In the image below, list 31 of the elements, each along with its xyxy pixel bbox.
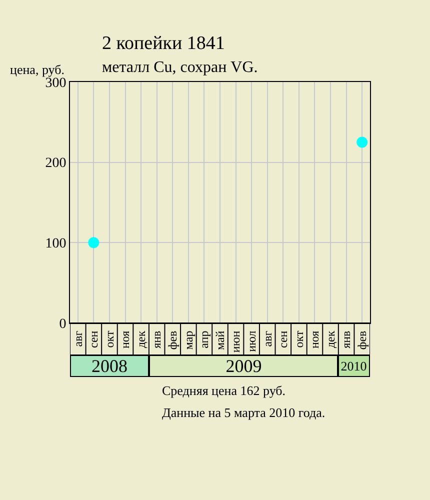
x-tick-label: фев <box>355 330 370 350</box>
x-tick-label: сен <box>86 330 101 348</box>
x-tick-label: дек <box>323 330 338 348</box>
x-tick-label: окт <box>102 330 116 348</box>
chart-title: 2 копейки 1841 <box>102 33 225 54</box>
y-tick-label: 100 <box>45 236 66 252</box>
y-tick-label: 0 <box>59 316 66 332</box>
x-tick-label: фев <box>166 330 180 350</box>
x-tick-label: июн <box>228 330 243 353</box>
text: 2008 <box>91 356 128 376</box>
x-tick-label: июл <box>244 330 258 352</box>
x-tick-label: дек <box>134 330 148 348</box>
y-axis-title: цена, руб. <box>10 62 64 77</box>
x-tick-label: авг <box>70 330 85 347</box>
x-tick-label: ноя <box>118 330 132 349</box>
text: 2010 <box>340 358 367 374</box>
x-tick-label: мар <box>181 330 196 350</box>
text: Средняя цена 162 руб. <box>162 383 286 398</box>
y-tick-label: 300 <box>45 76 66 91</box>
text: 2009 <box>226 356 262 376</box>
x-tick-label: авг <box>260 330 274 347</box>
x-tick-label: окт <box>292 330 306 348</box>
y-tick-label: 200 <box>45 156 66 172</box>
chart-subtitle: металл Cu, сохран VG. <box>102 59 258 76</box>
x-tick-label: май <box>212 330 227 350</box>
text: Данные на 5 марта 2010 года. <box>162 405 326 420</box>
x-tick-label: янв <box>150 330 164 348</box>
x-tick-label: сен <box>276 330 290 348</box>
x-tick-label: ноя <box>308 330 322 349</box>
x-tick-label: апр <box>197 330 212 348</box>
x-tick-label: янв <box>339 330 354 348</box>
